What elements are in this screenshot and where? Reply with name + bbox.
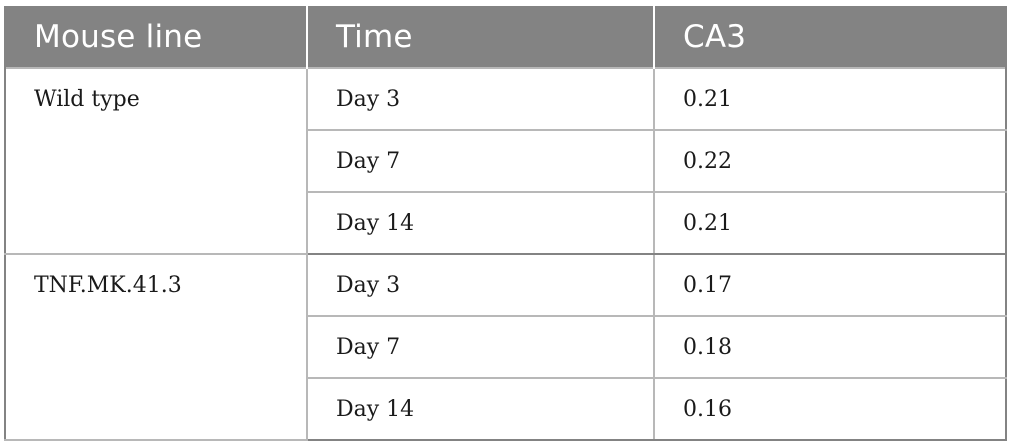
ca3-cell: 0.18: [653, 315, 1007, 379]
table-row: Day 7 0.22: [5, 129, 1007, 193]
ca3-cell: 0.21: [653, 191, 1007, 255]
data-table: Mouse line Time CA3 Wild type Day 3 0.21…: [4, 6, 1007, 441]
table-row: Day 7 0.18: [5, 315, 1007, 379]
column-header-ca3: CA3: [653, 6, 1007, 68]
ca3-cell: 0.22: [653, 129, 1007, 193]
time-cell: Day 7: [306, 315, 655, 379]
ca3-cell: 0.21: [653, 67, 1007, 131]
mouse-line-cell: TNF.MK.41.3: [4, 253, 308, 441]
table-body: Wild type Day 3 0.21 Day 7 0.22 Day 14 0…: [4, 67, 1007, 441]
table-row: TNF.MK.41.3 Day 3 0.17: [4, 253, 1007, 441]
time-cell: Day 3: [306, 67, 655, 131]
table-header: Mouse line Time CA3: [4, 6, 1007, 68]
table-row: Wild type Day 3 0.21: [4, 67, 1007, 255]
ca3-cell: 0.16: [653, 377, 1007, 441]
ca3-cell: 0.17: [653, 253, 1007, 317]
column-header-time: Time: [306, 6, 655, 68]
header-row: Mouse line Time CA3: [4, 6, 1007, 68]
time-cell: Day 7: [306, 129, 655, 193]
column-header-mouse-line: Mouse line: [4, 6, 308, 68]
table-row: Day 14 0.16: [5, 377, 1007, 441]
time-cell: Day 3: [306, 253, 655, 317]
table-row: Day 14 0.21: [5, 191, 1007, 255]
time-cell: Day 14: [306, 191, 655, 255]
mouse-line-cell: Wild type: [4, 67, 308, 255]
time-cell: Day 14: [306, 377, 655, 441]
